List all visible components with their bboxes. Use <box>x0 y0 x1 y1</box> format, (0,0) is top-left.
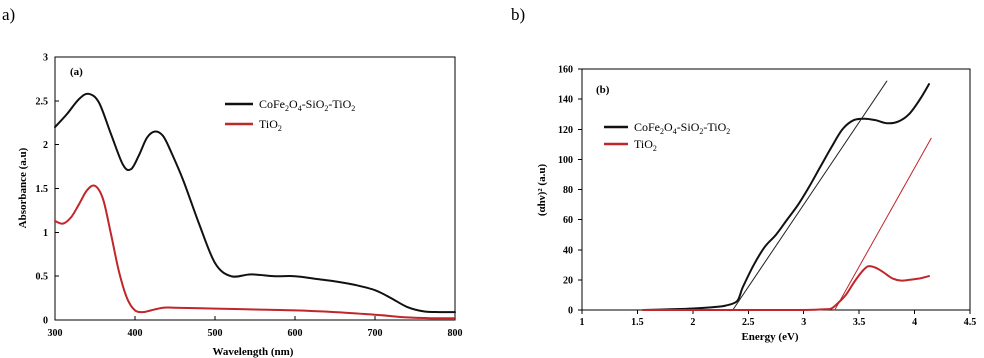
x-tick-label: 1.5 <box>631 317 644 328</box>
x-tick-label: 2.5 <box>742 317 755 328</box>
y-tick-label: 40 <box>563 245 573 256</box>
y-tick-label: 160 <box>558 65 573 76</box>
y-tick-label: 2.5 <box>36 96 49 107</box>
panel-b-y-axis-title: (αhν)² (a.u) <box>536 164 548 217</box>
y-tick-label: 140 <box>558 95 573 106</box>
panel-a-x-axis-title: Wavelength (nm) <box>213 346 294 358</box>
y-tick-label: 60 <box>563 215 573 226</box>
series-line-0 <box>54 92 456 314</box>
legend-label: CoFe2O4-SiO2-TiO2 <box>259 97 355 113</box>
panel-b-letter: b) <box>511 5 525 24</box>
x-tick-label: 1 <box>580 317 585 328</box>
panel-a-inner-label: (a) <box>70 66 83 78</box>
x-tick-label: 800 <box>448 328 463 339</box>
x-tick-label: 3.5 <box>853 317 866 328</box>
y-tick-label: 0 <box>568 306 573 317</box>
y-tick-label: 120 <box>558 125 573 136</box>
y-tick-label: 100 <box>558 155 573 166</box>
y-tick-label: 0 <box>43 316 48 327</box>
panel-b-inner-label: (b) <box>596 84 610 96</box>
series-line-1 <box>54 184 456 320</box>
tangent-fit-line <box>834 137 932 311</box>
plot-frame <box>581 68 971 311</box>
series-line-0 <box>642 83 930 311</box>
tangent-fit-line <box>732 80 888 311</box>
legend-label: TiO2 <box>259 117 282 133</box>
y-tick-label: 2 <box>43 140 48 151</box>
y-tick-label: 80 <box>563 185 573 196</box>
panel-b-x-axis-title: Energy (eV) <box>741 331 798 343</box>
y-tick-label: 0.5 <box>36 272 49 283</box>
y-tick-label: 20 <box>563 275 573 286</box>
tauc-plot-panel: b) (b) Energy (eV) (αhν)² (a.u) 1 1.5 2 2.5… <box>511 5 976 343</box>
y-tick-label: 3 <box>43 53 48 64</box>
x-tick-label: 700 <box>368 328 383 339</box>
panel-a-letter: a) <box>2 5 15 24</box>
x-tick-label: 300 <box>48 328 63 339</box>
x-tick-label: 4 <box>912 317 917 328</box>
x-tick-label: 400 <box>128 328 143 339</box>
panel-a-y-axis-title: Absorbance (a.u) <box>17 147 29 228</box>
x-tick-label: 4.5 <box>964 317 977 328</box>
legend-label: TiO2 <box>634 137 657 153</box>
y-tick-label: 1.5 <box>36 184 49 195</box>
legend-label: CoFe2O4-SiO2-TiO2 <box>634 120 730 136</box>
x-tick-label: 2 <box>690 317 695 328</box>
y-tick-label: 1 <box>43 228 48 239</box>
absorbance-panel: a) (a) Wavelength (nm) Absorbance (a.u) … <box>2 5 463 358</box>
plot-frame <box>54 56 456 321</box>
x-tick-label: 500 <box>208 328 223 339</box>
x-tick-label: 3 <box>801 317 806 328</box>
series-line-2 <box>642 265 930 312</box>
x-tick-label: 600 <box>288 328 303 339</box>
